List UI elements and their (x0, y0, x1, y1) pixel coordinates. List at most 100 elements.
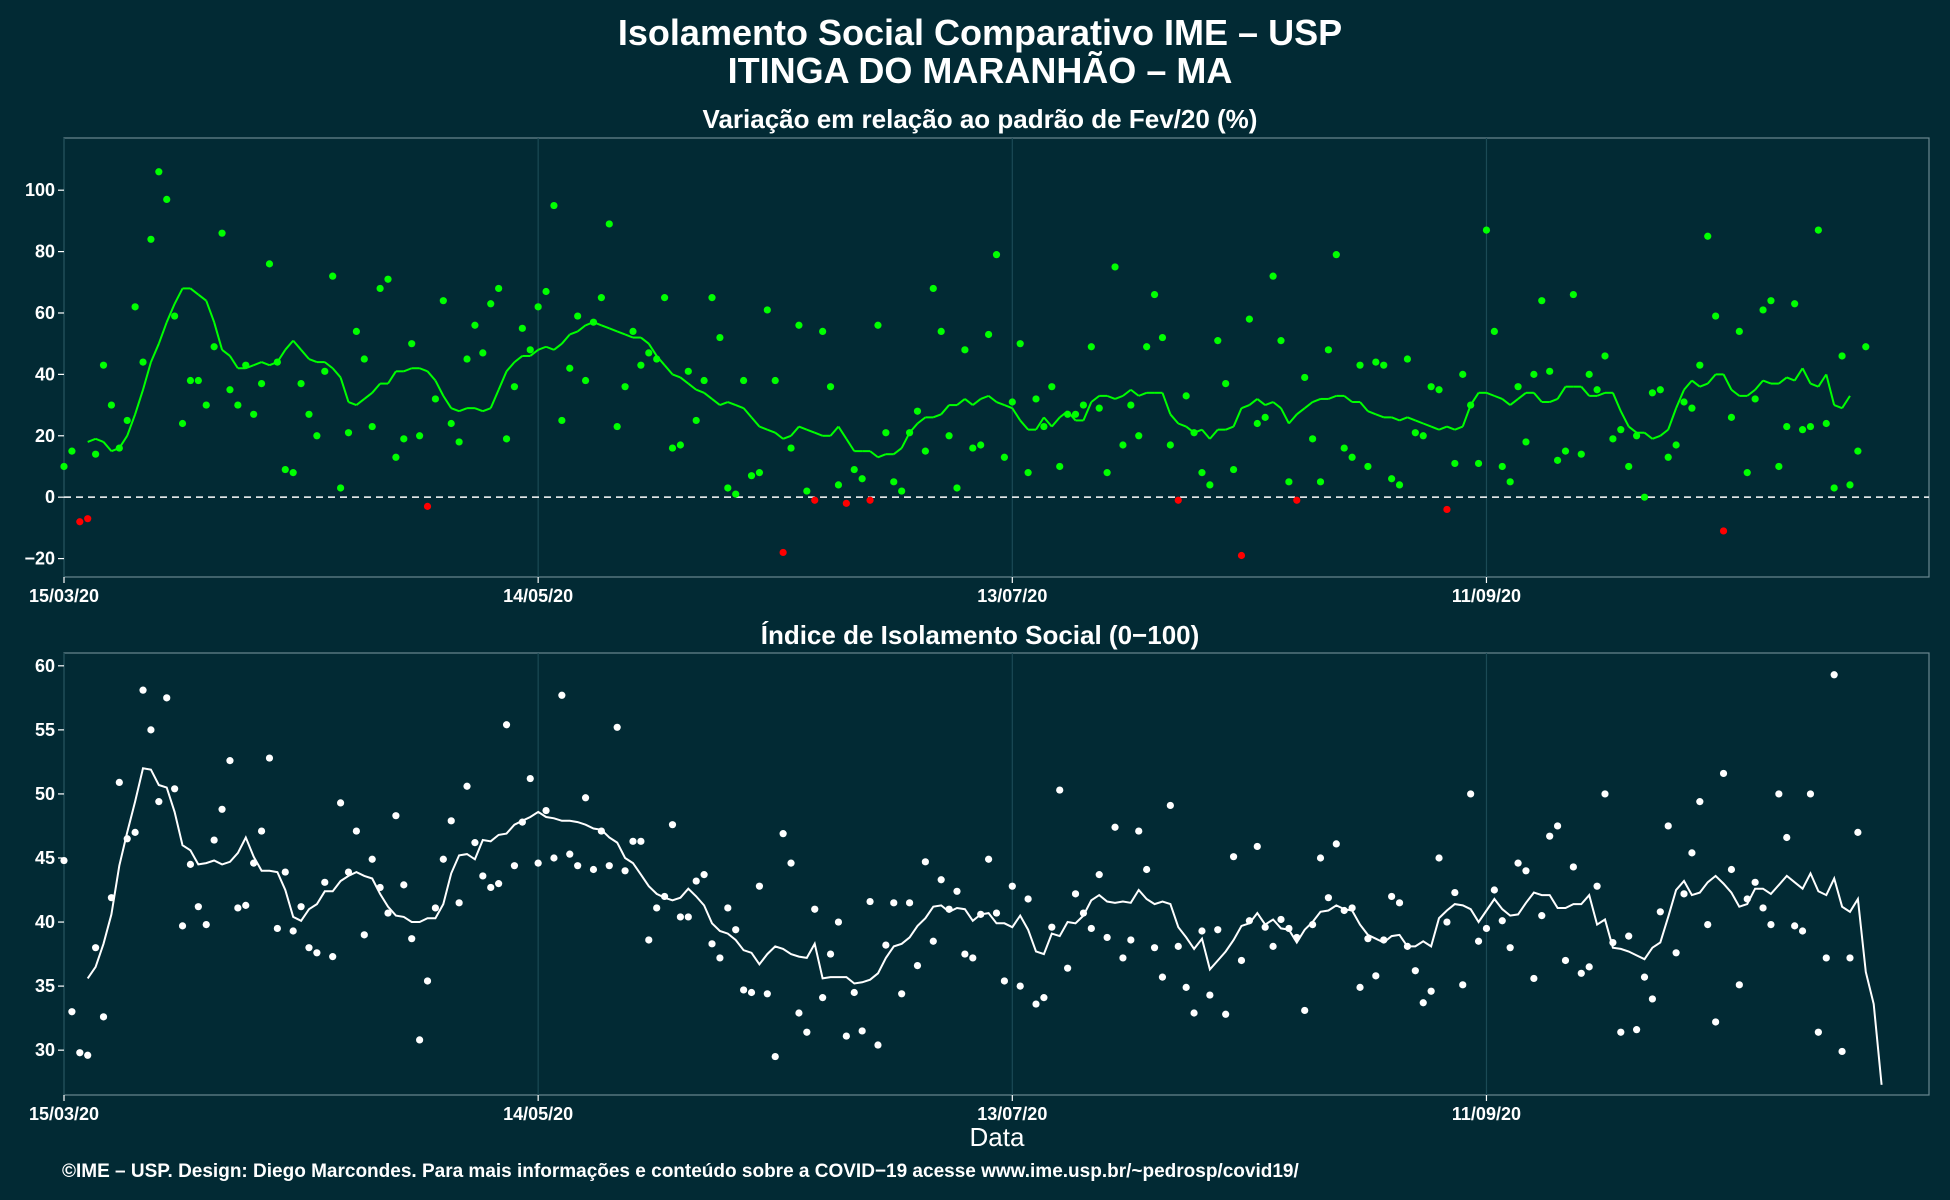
moving-average-segment (1517, 392, 1527, 400)
variation-point (1261, 413, 1269, 421)
y-tick-label: 60 (35, 656, 55, 676)
variation-point (313, 432, 321, 440)
moving-average-segment (87, 437, 96, 443)
index-point (250, 859, 258, 867)
variation-point (139, 358, 147, 366)
index-point (858, 1027, 866, 1035)
moving-average-segment (419, 367, 428, 373)
variation-point (574, 312, 582, 320)
moving-average-segment (837, 426, 848, 440)
variation-point (1024, 469, 1032, 477)
moving-average-segment (1004, 404, 1013, 410)
index-point (1237, 956, 1246, 965)
index-point (321, 878, 329, 886)
index-point (1174, 942, 1182, 950)
variation-point (1530, 370, 1538, 378)
moving-average-segment (1051, 416, 1061, 428)
index-point (795, 1009, 803, 1017)
variation-point (250, 410, 258, 418)
variation-point (558, 416, 566, 425)
moving-average-segment (513, 355, 523, 363)
x-tick-label: 14/05/20 (503, 586, 573, 606)
index-point (1467, 790, 1475, 798)
variation-point (1285, 478, 1293, 486)
moving-average-segment (221, 349, 231, 357)
index-point (1261, 923, 1269, 931)
moving-average-segment (1225, 425, 1234, 431)
variation-point (1735, 327, 1743, 336)
index-point (842, 1032, 850, 1040)
variation-point (890, 478, 898, 486)
variation-point (1601, 352, 1609, 360)
index-point (542, 806, 550, 815)
index-point (226, 757, 234, 765)
credits-text: ©IME – USP. Design: Diego Marcondes. Par… (62, 1161, 1299, 1182)
variation-point (1087, 343, 1095, 351)
variation-point (1767, 297, 1775, 305)
moving-average-segment (1754, 379, 1764, 391)
variation-point (1498, 462, 1506, 471)
index-point (1190, 1009, 1198, 1017)
variation-point (479, 349, 487, 357)
index-point (1056, 786, 1064, 794)
variation-point (376, 284, 384, 293)
variation-point (1174, 496, 1182, 504)
moving-average-segment (363, 392, 373, 400)
moving-average-segment (1035, 416, 1045, 431)
index-point (1506, 944, 1514, 952)
index-point (431, 904, 440, 912)
variation-point (68, 447, 76, 455)
index-point (115, 778, 123, 786)
index-point (518, 818, 526, 826)
variation-point (550, 201, 558, 210)
moving-average-segment (537, 345, 547, 351)
moving-average-segment (1304, 401, 1314, 409)
variation-point (360, 355, 368, 363)
variation-point (913, 407, 922, 415)
index-point (1561, 956, 1570, 965)
variation-point (684, 367, 692, 375)
variation-point (1293, 496, 1301, 504)
y-tick-label: 20 (35, 426, 55, 446)
index-point (653, 904, 661, 912)
variation-point (1569, 290, 1577, 299)
index-point (819, 994, 827, 1002)
index-point (645, 936, 653, 944)
index-point (1514, 859, 1522, 867)
variation-point (281, 465, 289, 474)
moving-average-segment (1493, 394, 1503, 400)
index-point (566, 850, 574, 858)
index-point (1103, 933, 1111, 942)
moving-average-segment (173, 287, 184, 305)
index-point (660, 892, 669, 901)
index-point (1087, 924, 1095, 933)
moving-average-segment (1652, 434, 1661, 440)
moving-average-segment (497, 370, 508, 391)
moving-average-segment (1501, 398, 1511, 406)
variation-point (202, 401, 210, 409)
moving-average-segment (1461, 404, 1472, 427)
index-point (1585, 963, 1593, 971)
moving-average-segment (790, 425, 800, 437)
variation-point (1798, 426, 1807, 434)
moving-average-segment (1683, 379, 1693, 391)
index-point (68, 1008, 76, 1016)
variation-point (178, 419, 187, 428)
variation-point (1474, 459, 1483, 468)
variation-point (763, 306, 771, 314)
index-point (218, 805, 226, 813)
moving-average-segment (1825, 374, 1836, 406)
index-point (1158, 973, 1167, 981)
index-point (850, 988, 858, 997)
index-point (186, 860, 195, 868)
moving-average-segment (355, 398, 365, 406)
moving-average-segment (601, 324, 610, 330)
index-point (1008, 882, 1016, 890)
variation-point (321, 367, 329, 375)
index-point (84, 1051, 92, 1059)
variation-point (819, 327, 827, 336)
index-point (534, 859, 542, 867)
moving-average-segment (569, 330, 579, 336)
moving-average-segment (869, 450, 879, 459)
index-point (866, 897, 874, 906)
